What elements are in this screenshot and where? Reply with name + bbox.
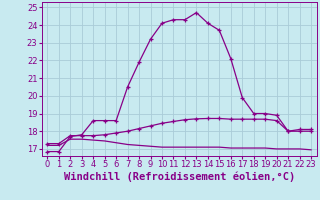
X-axis label: Windchill (Refroidissement éolien,°C): Windchill (Refroidissement éolien,°C) (64, 172, 295, 182)
